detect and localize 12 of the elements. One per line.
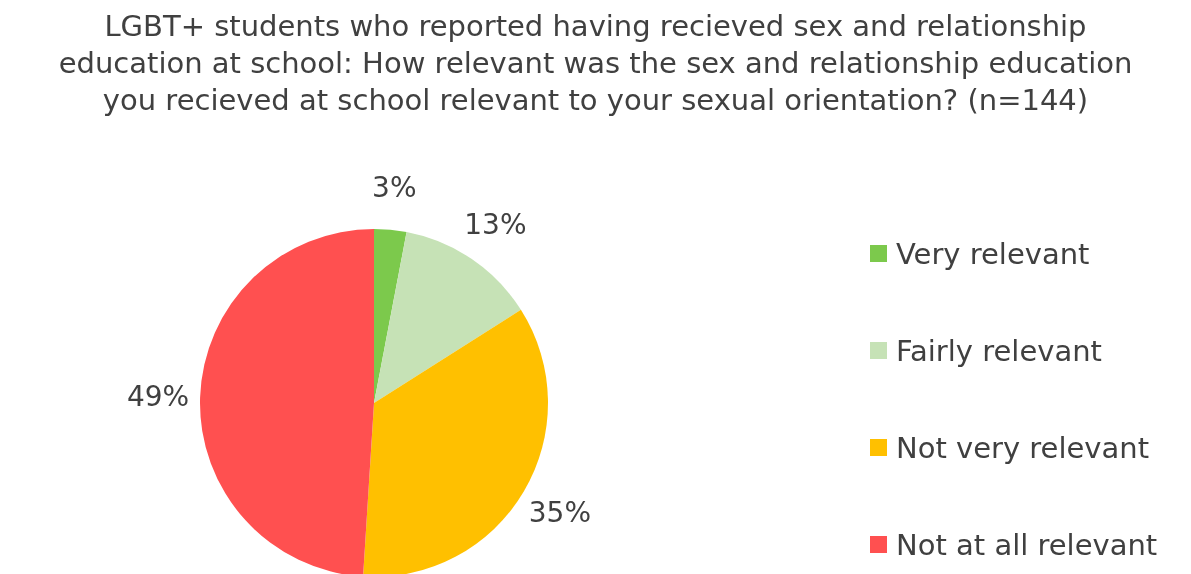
- pie-slice: [374, 229, 407, 403]
- legend-label: Very relevant: [896, 236, 1090, 271]
- data-label: 49%: [126, 379, 190, 413]
- chart-title: LGBT+ students who reported having recieved sex and relationship education at school: How relevant was the sex and relationship education you recieved at school relevant to your sexual orientation? (n=144): [57, 8, 1134, 119]
- legend-label: Not very relevant: [896, 430, 1150, 465]
- data-label: 35%: [528, 496, 592, 530]
- pie-slice: [200, 229, 374, 574]
- legend-label: Not at all relevant: [896, 527, 1158, 562]
- data-label: 13%: [464, 207, 527, 241]
- pie-slice: [374, 232, 521, 403]
- data-label: 3%: [372, 171, 417, 205]
- legend-label: Fairly relevant: [896, 333, 1102, 368]
